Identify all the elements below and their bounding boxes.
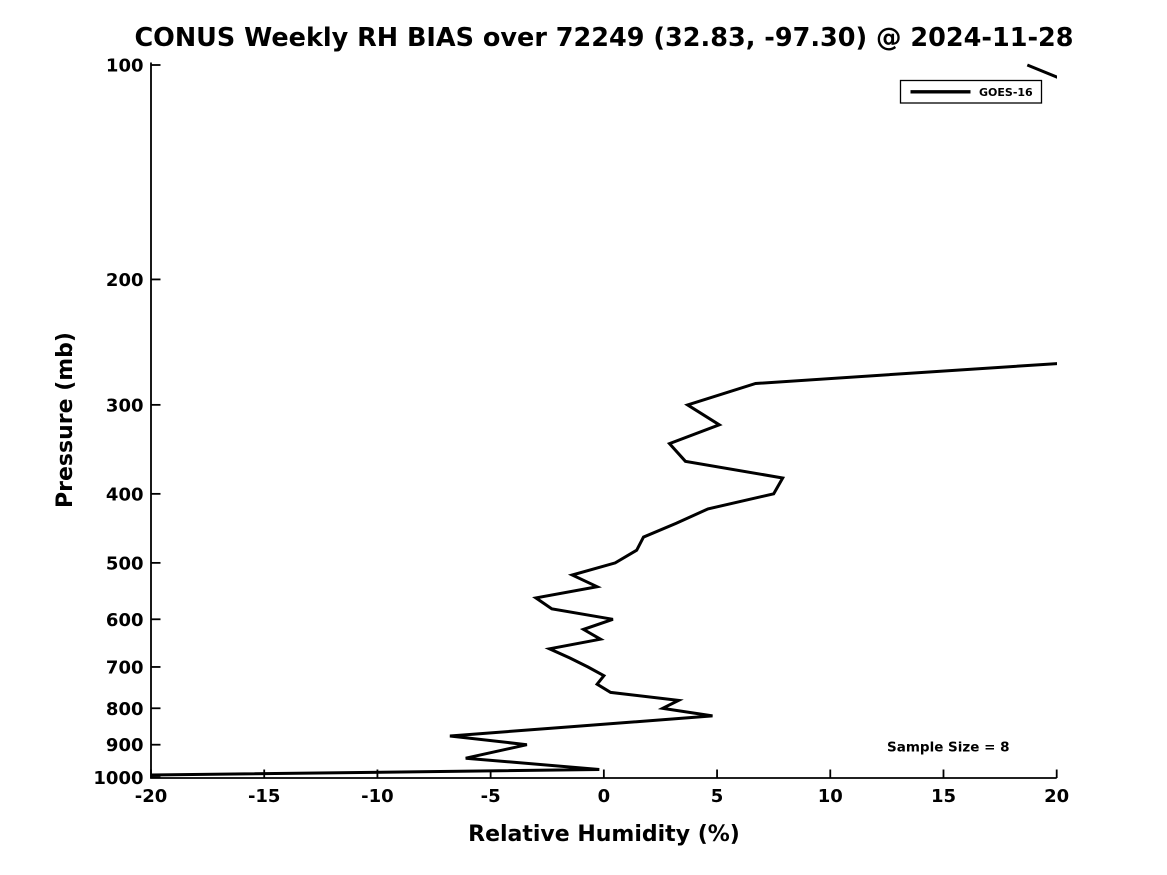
x-tick-label: 10 bbox=[818, 786, 843, 807]
x-tick-label: 15 bbox=[931, 786, 956, 807]
y-tick-label: 100 bbox=[106, 56, 144, 77]
plot-area bbox=[151, 63, 1057, 777]
legend-box: GOES-16 bbox=[899, 79, 1043, 104]
y-tick-label: 200 bbox=[106, 270, 144, 291]
y-tick-label: 600 bbox=[106, 610, 144, 631]
x-tick-label: -15 bbox=[248, 786, 281, 807]
y-tick-label: 500 bbox=[106, 553, 144, 574]
x-tick-label: -5 bbox=[481, 786, 501, 807]
y-tick-label: 1000 bbox=[93, 768, 143, 789]
legend-frame bbox=[899, 79, 1043, 104]
y-axis-label: Pressure (mb) bbox=[53, 332, 78, 508]
x-tick-label: 5 bbox=[711, 786, 724, 807]
legend-entry-label: GOES-16 bbox=[979, 86, 1033, 99]
y-tick-label: 900 bbox=[106, 735, 144, 756]
x-axis-label: Relative Humidity (%) bbox=[468, 822, 740, 847]
axis-spines bbox=[150, 62, 1057, 779]
y-axis-ticks: 100 200 300 400 500 600 700 800 900 1000 bbox=[93, 56, 161, 789]
x-tick-label: -20 bbox=[135, 786, 168, 807]
y-tick-label: 800 bbox=[106, 699, 144, 720]
y-tick-label: 700 bbox=[106, 657, 144, 678]
x-tick-label: -10 bbox=[361, 786, 394, 807]
y-tick-label: 400 bbox=[106, 484, 144, 505]
x-tick-label: 20 bbox=[1044, 786, 1069, 807]
x-axis-ticks: -20 -15 -10 -5 0 5 10 15 20 bbox=[135, 769, 1069, 807]
sample-size-annotation: Sample Size = 8 bbox=[887, 740, 1010, 756]
y-tick-label: 300 bbox=[106, 395, 144, 416]
x-tick-label: 0 bbox=[598, 786, 611, 807]
goes16-bias-line bbox=[151, 63, 1057, 777]
chart-title: CONUS Weekly RH BIAS over 72249 (32.83, … bbox=[134, 23, 1073, 53]
